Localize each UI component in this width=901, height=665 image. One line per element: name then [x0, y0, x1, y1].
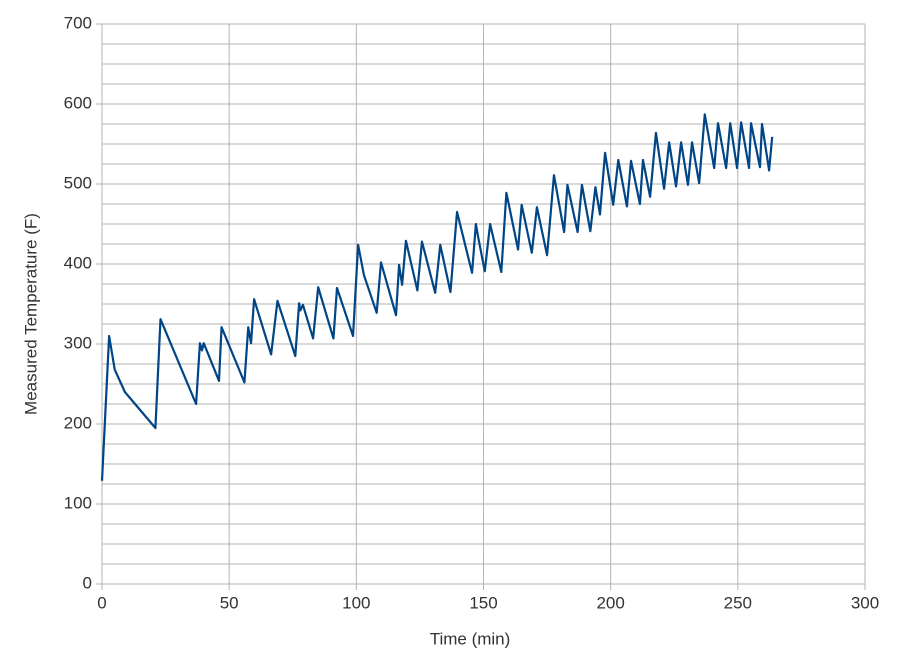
x-tick-label: 0	[97, 593, 106, 612]
x-axis-label: Time (min)	[430, 629, 511, 648]
x-tick-label: 250	[724, 593, 752, 612]
y-axis-label: Measured Temperature (F)	[21, 213, 40, 415]
x-tick-label: 50	[220, 593, 239, 612]
y-tick-label: 600	[64, 93, 92, 112]
data-line	[100, 113, 774, 481]
y-tick-label: 200	[64, 413, 92, 432]
x-tick-label: 200	[596, 593, 624, 612]
y-tick-label: 400	[64, 253, 92, 272]
x-tick-label: 300	[851, 593, 879, 612]
x-tick-label: 150	[469, 593, 497, 612]
y-tick-label: 100	[64, 493, 92, 512]
y-tick-label: 0	[83, 573, 92, 592]
y-tick-label: 500	[64, 173, 92, 192]
x-tick-label: 100	[342, 593, 370, 612]
y-tick-label: 300	[64, 333, 92, 352]
y-tick-label: 700	[64, 13, 92, 32]
